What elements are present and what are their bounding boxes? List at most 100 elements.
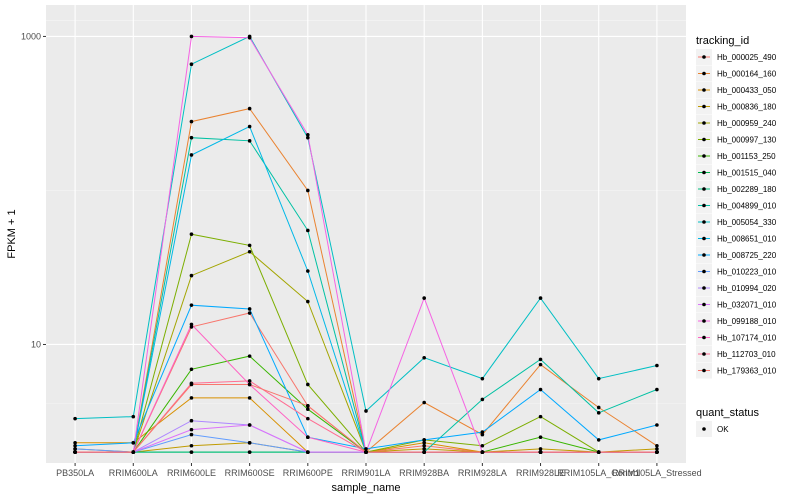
shape-legend-point — [702, 427, 706, 431]
legend-point — [702, 71, 706, 76]
x-tick-label: RRIM105LA_Stressed — [612, 468, 702, 478]
data-point — [480, 432, 485, 437]
x-tick-label: PB350LA — [56, 468, 94, 478]
legend-label: Hb_000025_490 — [717, 53, 777, 62]
y-axis-title: FPKM + 1 — [6, 209, 18, 258]
data-point — [596, 438, 601, 442]
legend-label: Hb_001153_250 — [717, 152, 776, 161]
data-point — [306, 435, 310, 440]
data-point — [247, 243, 252, 248]
data-point — [189, 443, 194, 448]
data-point — [538, 296, 543, 300]
data-point — [422, 440, 426, 445]
data-point — [189, 119, 194, 124]
data-point — [480, 376, 485, 381]
data-point — [247, 450, 252, 454]
legend-label: Hb_008651_010 — [717, 235, 777, 244]
data-point — [189, 418, 194, 423]
data-point — [189, 135, 194, 140]
x-tick-label: RRIM600SE — [225, 468, 275, 478]
data-point — [189, 396, 194, 400]
data-point — [422, 400, 426, 405]
data-point — [306, 299, 310, 304]
legend-label: Hb_005054_330 — [717, 218, 777, 227]
legend-label: Hb_000433_050 — [717, 86, 777, 95]
data-point — [480, 443, 485, 448]
data-point — [596, 411, 601, 415]
y-axis: 10 1000 — [21, 31, 46, 349]
legend-point — [702, 137, 706, 142]
data-point — [306, 450, 310, 454]
legend-point — [702, 154, 706, 158]
data-point — [306, 135, 310, 140]
legend-label: Hb_112703_010 — [717, 350, 776, 359]
data-point — [73, 447, 77, 451]
legend-point — [702, 55, 706, 59]
legend-point — [702, 253, 706, 257]
data-point — [306, 132, 310, 137]
x-tick-label: RRIM600LA — [109, 468, 158, 478]
legend-label: Hb_000164_160 — [717, 70, 777, 79]
data-point — [189, 62, 194, 67]
legend-label: Hb_004899_010 — [717, 202, 777, 211]
data-point — [596, 376, 601, 381]
x-axis-title: sample_name — [331, 482, 400, 494]
data-point — [422, 450, 426, 454]
data-point — [189, 367, 194, 372]
legend-point — [702, 286, 706, 290]
data-point — [655, 423, 659, 427]
legend-label: Hb_002289_180 — [717, 185, 777, 194]
data-point — [538, 362, 543, 367]
data-point — [538, 435, 543, 440]
y-tick-label: 1000 — [21, 31, 41, 41]
legend-label: Hb_000959_240 — [717, 119, 777, 128]
legend: tracking_id Hb_000025_490 Hb_000164_160 Hb… — [696, 35, 777, 379]
legend-label: Hb_008725_220 — [717, 251, 777, 260]
x-axis: PB350LA RRIM600LA RRIM600LE RRIM600SE RRIM60… — [56, 463, 702, 478]
data-point — [247, 249, 252, 254]
data-point — [189, 427, 194, 432]
legend-title: tracking_id — [696, 35, 749, 47]
data-point — [655, 447, 659, 451]
data-point — [247, 311, 252, 315]
data-point — [480, 450, 485, 454]
data-point — [306, 407, 310, 411]
data-point — [247, 396, 252, 400]
data-point — [480, 430, 485, 434]
data-point — [131, 450, 136, 454]
data-point — [189, 382, 194, 387]
data-point — [306, 269, 310, 273]
data-point — [73, 450, 77, 454]
series-points — [73, 34, 659, 454]
data-point — [73, 440, 77, 445]
data-point — [189, 34, 194, 39]
x-tick-label: RRIM105LA_Control — [557, 468, 640, 478]
legend-label: Hb_107174_010 — [717, 334, 777, 343]
data-point — [306, 228, 310, 233]
legend-point — [702, 187, 706, 191]
data-point — [538, 447, 543, 451]
data-point — [538, 414, 543, 419]
x-tick-label: RRIM600PE — [283, 468, 333, 478]
data-point — [247, 354, 252, 358]
data-point — [596, 405, 601, 410]
legend-label: Hb_010223_010 — [717, 268, 777, 277]
data-point — [306, 403, 310, 408]
data-point — [189, 273, 194, 278]
grid-lines — [46, 5, 686, 463]
legend-point — [702, 203, 706, 208]
legend-label: Hb_099188_010 — [717, 317, 777, 326]
data-point — [422, 355, 426, 360]
data-point — [306, 382, 310, 387]
legend-point — [702, 368, 706, 373]
data-point — [480, 397, 485, 402]
data-point — [306, 416, 310, 421]
data-point — [189, 303, 194, 307]
y-tick-label: 10 — [31, 339, 41, 349]
legend-point — [702, 352, 706, 356]
legend-point — [702, 302, 706, 307]
data-point — [73, 443, 77, 448]
legend-label: Hb_000997_130 — [717, 136, 777, 145]
data-point — [422, 447, 426, 451]
data-point — [306, 188, 310, 193]
